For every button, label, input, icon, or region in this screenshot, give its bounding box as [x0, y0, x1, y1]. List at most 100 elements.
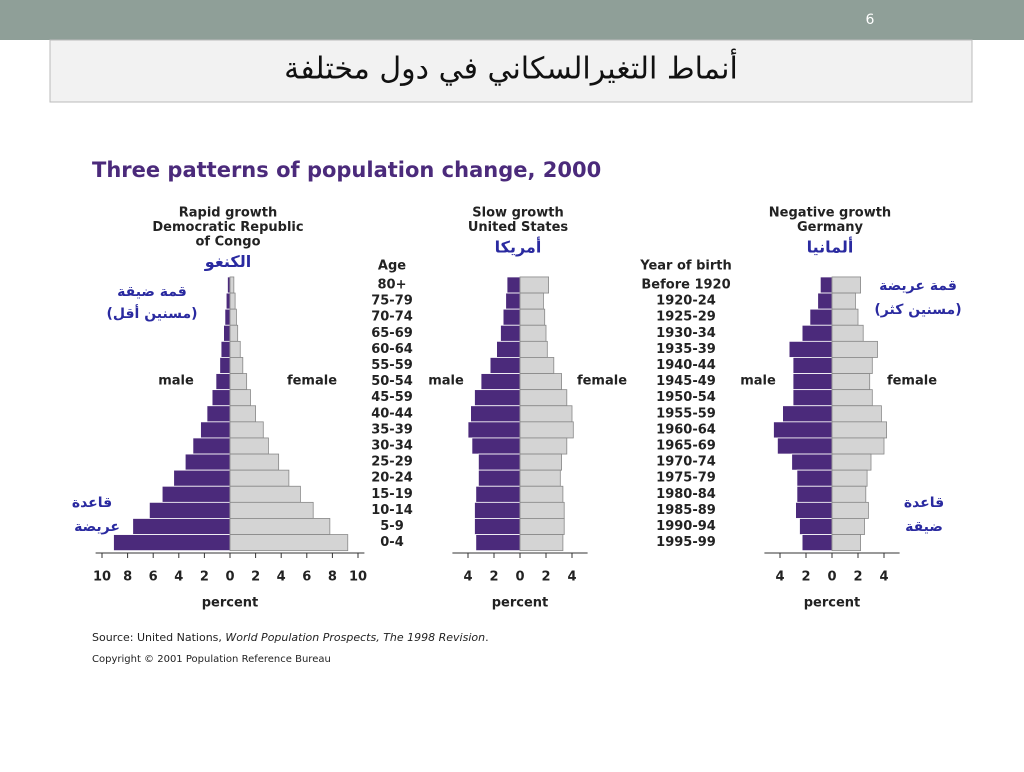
- category-label: 1940-44: [656, 358, 716, 373]
- x-tick-label: 6: [149, 570, 158, 585]
- x-tick-label: 2: [200, 570, 209, 585]
- category-label: 1970-74: [656, 455, 716, 470]
- bar-female: [229, 469, 290, 487]
- category-label: 1920-24: [656, 294, 716, 309]
- bar-female: [229, 324, 239, 342]
- category-label: Age: [378, 259, 406, 274]
- category-label: 65-69: [371, 326, 413, 341]
- bar-female: [229, 389, 251, 407]
- copyright: Copyright © 2001 Population Reference Bu…: [92, 654, 331, 665]
- bar-male: [475, 485, 521, 503]
- x-tick-label: 2: [541, 570, 550, 585]
- bar-male: [777, 437, 833, 455]
- bar-female: [831, 405, 882, 423]
- x-tick-label: 10: [93, 570, 111, 585]
- legend-female: female: [287, 374, 337, 389]
- bar-female: [831, 340, 878, 358]
- bar-male: [215, 373, 231, 391]
- x-tick-label: 8: [123, 570, 132, 585]
- chart-title: Slow growth: [472, 206, 563, 221]
- x-tick-label: 2: [853, 570, 862, 585]
- x-tick-label: 2: [251, 570, 260, 585]
- source-part: World Population Prospects, The 1998 Rev…: [225, 631, 485, 644]
- bar-female: [519, 405, 573, 423]
- category-label: 80+: [378, 278, 407, 293]
- bar-male: [225, 292, 231, 310]
- bar-male: [474, 389, 521, 407]
- bar-male: [791, 453, 833, 471]
- bar-male: [801, 324, 833, 342]
- bar-female: [831, 276, 862, 294]
- bar-female: [831, 389, 873, 407]
- category-label: 15-19: [371, 487, 413, 502]
- bar-male: [799, 518, 833, 535]
- category-label: Year of birth: [639, 259, 732, 274]
- category-label: Before 1920: [641, 278, 730, 293]
- bar-male: [477, 469, 521, 487]
- bar-male: [173, 469, 231, 487]
- bar-male: [113, 534, 231, 552]
- bar-male: [819, 276, 833, 294]
- chart-title: of Congo: [195, 235, 260, 250]
- bar-female: [519, 373, 562, 391]
- bar-female: [519, 469, 561, 487]
- category-label: 1990-94: [656, 519, 716, 534]
- bar-male: [795, 501, 833, 519]
- category-label: 0-4: [380, 535, 404, 550]
- bar-female: [831, 373, 871, 391]
- bar-female: [229, 357, 244, 374]
- category-label: 1965-69: [656, 439, 716, 454]
- bar-male: [467, 421, 521, 439]
- category-label: 1980-84: [656, 487, 716, 502]
- legend-female: female: [577, 374, 627, 389]
- bar-male: [224, 308, 231, 326]
- source-part: Source: United Nations,: [92, 631, 225, 644]
- category-label: 1925-29: [656, 310, 716, 325]
- bar-female: [229, 308, 237, 326]
- bar-male: [471, 437, 521, 455]
- x-axis-label: percent: [492, 596, 549, 611]
- bar-female: [831, 292, 856, 310]
- category-label: 5-9: [380, 519, 404, 534]
- bar-male: [801, 534, 833, 552]
- x-tick-label: 0: [827, 570, 836, 585]
- bar-female: [519, 308, 546, 326]
- category-label: 1955-59: [656, 406, 716, 421]
- bar-female: [229, 276, 235, 294]
- bar-male: [792, 389, 833, 407]
- bar-male: [796, 469, 833, 487]
- bar-female: [519, 518, 565, 535]
- legend-female: female: [887, 374, 937, 389]
- bar-female: [519, 340, 548, 358]
- legend-male: male: [740, 374, 776, 389]
- bar-male: [773, 421, 833, 439]
- source-part: .: [485, 631, 489, 644]
- bar-male: [470, 405, 521, 423]
- bar-male: [489, 357, 521, 374]
- legend-male: male: [158, 374, 194, 389]
- category-label: 1985-89: [656, 503, 716, 518]
- bar-female: [229, 373, 248, 391]
- category-label: 1995-99: [656, 535, 716, 550]
- bar-female: [519, 437, 568, 455]
- bar-male: [474, 518, 521, 535]
- header-bar: [0, 0, 1024, 40]
- category-label: 70-74: [371, 310, 413, 325]
- x-tick-label: 2: [489, 570, 498, 585]
- bar-female: [229, 485, 301, 503]
- bar-female: [229, 340, 241, 358]
- bar-female: [831, 469, 868, 487]
- category-label: 1945-49: [656, 374, 716, 389]
- x-tick-label: 4: [775, 570, 784, 585]
- annotation: عريضة: [74, 519, 120, 535]
- category-label: 1930-34: [656, 326, 716, 341]
- annotation: قاعدة: [904, 495, 944, 511]
- bar-male: [792, 357, 833, 374]
- slide-title: أنماط التغيرالسكاني في دول مختلفة: [284, 48, 738, 87]
- x-tick-label: 10: [349, 570, 367, 585]
- figure-title: Three patterns of population change, 200…: [92, 158, 601, 182]
- arabic-label: ألمانيا: [807, 237, 854, 257]
- category-label: 35-39: [371, 422, 413, 437]
